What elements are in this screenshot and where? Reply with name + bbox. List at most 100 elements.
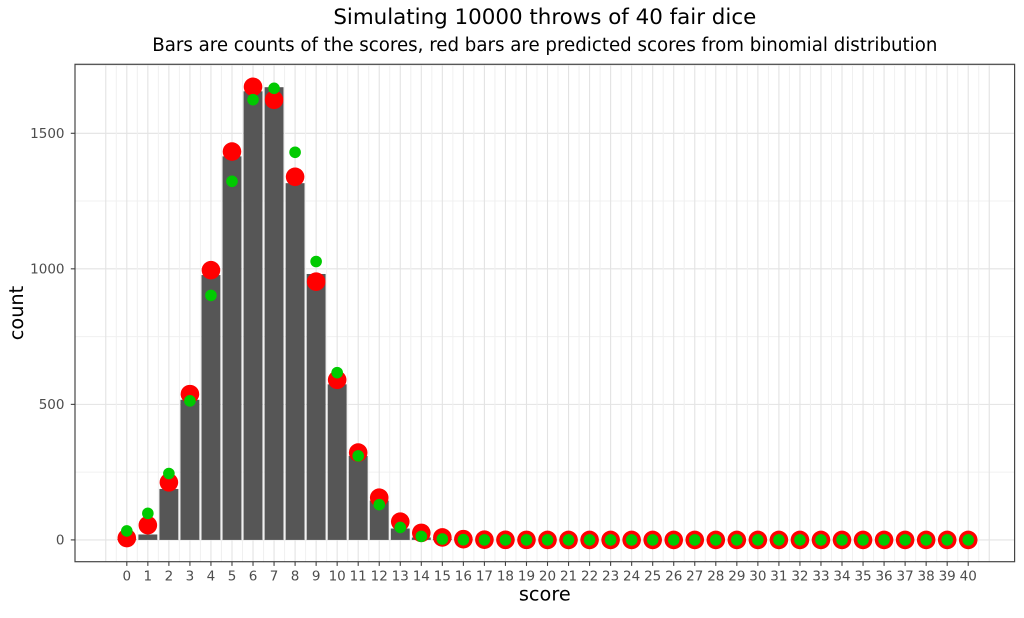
x-tick-label: 11 [350, 569, 367, 585]
green-approximation-dot [563, 534, 575, 546]
green-approximation-dot [331, 367, 343, 379]
green-approximation-dot [962, 534, 974, 546]
bar [307, 274, 326, 540]
green-approximation-dot [521, 534, 533, 546]
x-tick-label: 31 [770, 569, 787, 585]
green-approximation-dot [584, 534, 596, 546]
x-tick-label: 4 [207, 569, 216, 585]
green-approximation-dot [878, 534, 890, 546]
x-tick-label: 32 [791, 569, 808, 585]
green-approximation-dot [394, 522, 406, 534]
green-approximation-dot [205, 290, 217, 302]
x-tick-label: 12 [371, 569, 388, 585]
red-prediction-dot [286, 167, 305, 186]
x-tick-label: 39 [939, 569, 956, 585]
x-tick-label: 8 [291, 569, 300, 585]
green-approximation-dot [647, 534, 659, 546]
y-tick-label: 0 [56, 533, 65, 549]
x-tick-label: 35 [854, 569, 871, 585]
x-tick-label: 18 [497, 569, 514, 585]
x-tick-label: 3 [186, 569, 195, 585]
x-tick-label: 24 [623, 569, 640, 585]
green-approximation-dot [626, 534, 638, 546]
x-tick-label: 33 [812, 569, 829, 585]
green-approximation-dot [542, 534, 554, 546]
green-approximation-dot [773, 534, 785, 546]
green-approximation-dot [752, 534, 764, 546]
y-tick-label: 1500 [30, 126, 64, 142]
green-approximation-dot [142, 508, 154, 520]
bar [286, 183, 305, 540]
x-tick-label: 13 [392, 569, 409, 585]
green-approximation-dot [184, 395, 196, 407]
x-tick-label: 16 [455, 569, 472, 585]
bar [265, 87, 284, 540]
y-tick-label: 1000 [30, 262, 64, 278]
red-prediction-dot [307, 272, 326, 291]
x-tick-label: 29 [728, 569, 745, 585]
x-tick-label: 5 [228, 569, 237, 585]
green-approximation-dot [479, 534, 491, 546]
x-tick-label: 7 [270, 569, 279, 585]
bar [244, 91, 263, 540]
green-approximation-dot [289, 146, 301, 158]
green-approximation-dot [163, 468, 175, 480]
green-approximation-dot [668, 534, 680, 546]
green-approximation-dot [352, 450, 364, 462]
x-axis-label: score [519, 583, 571, 606]
green-approximation-dot [731, 534, 743, 546]
x-tick-label: 28 [707, 569, 724, 585]
x-tick-label: 30 [749, 569, 766, 585]
red-prediction-dot [202, 261, 221, 280]
green-approximation-dot [416, 531, 428, 543]
x-tick-label: 10 [329, 569, 346, 585]
green-approximation-dot [605, 534, 617, 546]
green-approximation-dot [247, 94, 259, 106]
x-tick-label: 40 [960, 569, 977, 585]
green-approximation-dot [226, 175, 238, 187]
green-approximation-dot [941, 534, 953, 546]
bar [328, 384, 347, 540]
green-approximation-dot [815, 534, 827, 546]
x-tick-label: 36 [875, 569, 892, 585]
bar [349, 456, 368, 540]
x-tick-label: 37 [897, 569, 914, 585]
x-tick-label: 2 [165, 569, 174, 585]
bar [201, 275, 220, 540]
chart-title: Simulating 10000 throws of 40 fair dice [333, 5, 756, 30]
x-tick-label: 1 [144, 569, 153, 585]
y-axis-label: count [5, 285, 28, 340]
x-tick-label: 27 [686, 569, 703, 585]
green-approximation-dot [373, 499, 385, 511]
x-tick-label: 0 [123, 569, 132, 585]
x-tick-label: 25 [644, 569, 661, 585]
green-approximation-dot [794, 534, 806, 546]
x-tick-label: 6 [249, 569, 258, 585]
green-approximation-dot [500, 534, 512, 546]
x-tick-label: 34 [833, 569, 850, 585]
x-tick-label: 22 [581, 569, 598, 585]
x-tick-label: 15 [434, 569, 451, 585]
green-approximation-dot [121, 525, 133, 537]
green-approximation-dot [920, 534, 932, 546]
bar [223, 156, 242, 540]
green-approximation-dot [710, 534, 722, 546]
green-approximation-dot [857, 534, 869, 546]
green-approximation-dot [458, 534, 470, 546]
x-tick-label: 14 [413, 569, 430, 585]
x-tick-label: 9 [312, 569, 321, 585]
x-tick-label: 26 [665, 569, 682, 585]
green-approximation-dot [437, 533, 449, 545]
red-prediction-dot [244, 78, 263, 97]
x-tick-label: 23 [602, 569, 619, 585]
green-approximation-dot [836, 534, 848, 546]
bar [180, 400, 199, 540]
bar [138, 534, 157, 539]
red-prediction-dot [223, 142, 242, 161]
chart-subtitle: Bars are counts of the scores, red bars … [152, 35, 937, 56]
y-tick-label: 500 [39, 397, 65, 413]
x-tick-label: 17 [476, 569, 493, 585]
green-approximation-dot [268, 82, 280, 94]
